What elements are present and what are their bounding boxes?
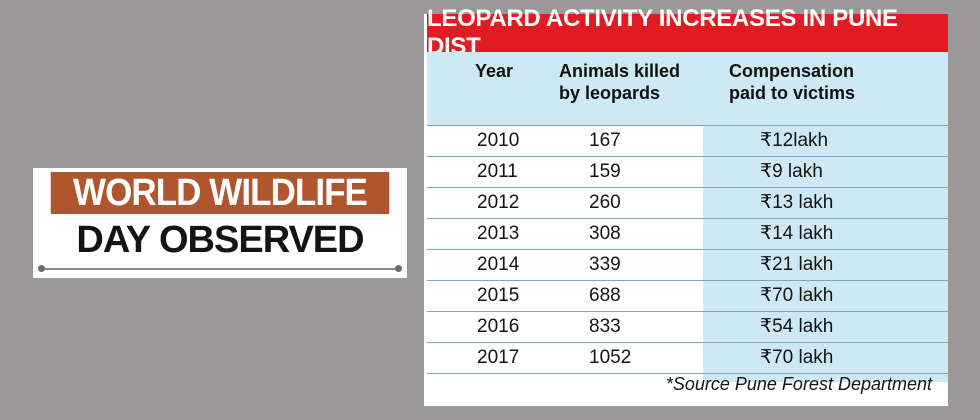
cell-year: 2010 xyxy=(477,129,520,151)
header-animals-killed: Animals killed by leopards xyxy=(559,60,699,104)
cell-animals-killed: 159 xyxy=(589,160,621,182)
leopard-activity-table: LEOPARD ACTIVITY INCREASES IN PUNE DIST … xyxy=(424,5,948,406)
header-band xyxy=(427,52,703,125)
row-divider xyxy=(427,342,948,343)
cell-animals-killed: 339 xyxy=(589,253,621,275)
table-row: 2011 159 ₹9 lakh xyxy=(427,156,948,187)
row-divider xyxy=(427,249,948,250)
cell-year: 2017 xyxy=(477,346,520,368)
table-row: 2015 688 ₹70 lakh xyxy=(427,280,948,311)
column-band-compensation xyxy=(703,52,948,382)
header-comp-line-1: Compensation xyxy=(729,61,855,81)
table-row: 2010 167 ₹12lakh xyxy=(427,125,948,156)
source-note: *Source Pune Forest Department xyxy=(665,374,932,394)
header-year-text: Year xyxy=(475,61,514,81)
cell-compensation: ₹70 lakh xyxy=(760,347,834,368)
header-killed-line-1: Animals killed xyxy=(559,61,681,81)
table-row: 2014 339 ₹21 lakh xyxy=(427,249,948,280)
cell-animals-killed: 308 xyxy=(589,222,621,244)
rule-end-dot-right xyxy=(395,265,402,272)
headline-card: WORLD WILDLIFE DAY OBSERVED xyxy=(33,168,407,278)
row-divider xyxy=(427,187,948,188)
cell-year: 2016 xyxy=(477,315,520,337)
cell-compensation: ₹21 lakh xyxy=(760,254,834,275)
row-divider xyxy=(427,311,948,312)
table-row: 2017 1052 ₹70 lakh xyxy=(427,342,948,373)
headline-line-1: WORLD WILDLIFE xyxy=(50,172,390,214)
header-compensation: Compensation paid to victims xyxy=(729,60,899,104)
row-divider xyxy=(427,280,948,281)
row-divider xyxy=(427,125,948,126)
cell-animals-killed: 833 xyxy=(589,315,621,337)
cell-compensation: ₹13 lakh xyxy=(760,192,834,213)
header-year: Year xyxy=(475,60,513,82)
table-row: 2016 833 ₹54 lakh xyxy=(427,311,948,342)
cell-animals-killed: 260 xyxy=(589,191,621,213)
cell-animals-killed: 688 xyxy=(589,284,621,306)
headline-line-2: DAY OBSERVED xyxy=(76,218,364,261)
cell-compensation: ₹9 lakh xyxy=(760,161,823,182)
table-row: 2012 260 ₹13 lakh xyxy=(427,187,948,218)
cell-compensation: ₹70 lakh xyxy=(760,285,834,306)
row-divider xyxy=(427,156,948,157)
cell-year: 2012 xyxy=(477,191,520,213)
rule-end-dot-left xyxy=(38,265,45,272)
header-killed-line-2: by leopards xyxy=(559,83,661,103)
row-divider xyxy=(427,218,948,219)
cell-compensation: ₹12lakh xyxy=(760,130,829,151)
cell-year: 2015 xyxy=(477,284,520,306)
row-divider xyxy=(427,373,948,374)
cell-animals-killed: 167 xyxy=(589,129,621,151)
decorative-rule xyxy=(41,268,401,270)
cell-year: 2011 xyxy=(477,160,518,182)
cell-year: 2013 xyxy=(477,222,520,244)
cell-animals-killed: 1052 xyxy=(589,346,632,368)
table-title: LEOPARD ACTIVITY INCREASES IN PUNE DIST xyxy=(427,5,948,60)
header-comp-line-2: paid to victims xyxy=(729,83,856,103)
cell-year: 2014 xyxy=(477,253,520,275)
table-row: 2013 308 ₹14 lakh xyxy=(427,218,948,249)
cell-compensation: ₹14 lakh xyxy=(760,223,834,244)
cell-compensation: ₹54 lakh xyxy=(760,316,834,337)
